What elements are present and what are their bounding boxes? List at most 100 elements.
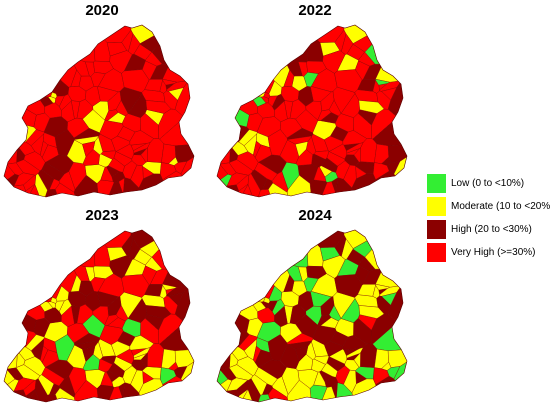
district-cell: [295, 346, 309, 362]
district-cell: [90, 72, 106, 87]
district-cell: [381, 292, 397, 306]
district-cell: [346, 248, 365, 266]
district-cell: [4, 61, 45, 116]
district-cell: [217, 249, 266, 303]
district-cell: [174, 143, 194, 163]
district-cell: [111, 340, 130, 357]
district-cell: [140, 147, 148, 163]
district-cell: [320, 317, 339, 329]
district-cell: [217, 230, 275, 299]
district-cell: [375, 48, 407, 83]
district-cell: [61, 100, 75, 123]
district-cell: [22, 25, 96, 63]
map-panel-2023: 2023: [2, 205, 202, 405]
district-cell: [324, 135, 343, 152]
country-outline: [3, 24, 195, 198]
panel-title: 2024: [298, 207, 332, 224]
district-cell: [324, 340, 343, 357]
district-cell: [364, 25, 407, 65]
district-cell: [107, 112, 126, 124]
district-cell: [274, 305, 288, 328]
district-cell: [353, 352, 361, 368]
district-cell: [375, 79, 391, 86]
district-cell: [263, 92, 271, 99]
country-outline: [216, 229, 408, 403]
legend-label: Low (0 to <10%): [451, 178, 525, 189]
map-legend: Low (0 to <10%) Moderate (10 to <20%) Hi…: [427, 172, 550, 264]
district-cell: [364, 230, 407, 270]
district-cell: [100, 166, 114, 182]
district-cell: [235, 230, 309, 268]
district-cell: [111, 135, 130, 152]
country-outline: [3, 229, 195, 403]
district-cell: [54, 334, 75, 361]
district-cell: [108, 362, 125, 378]
district-cell: [233, 230, 290, 293]
district-cell: [108, 157, 125, 173]
district-cell: [381, 87, 397, 101]
district-cell: [161, 143, 176, 164]
district-cell: [162, 48, 194, 83]
district-cell: [100, 371, 114, 387]
country-outline: [216, 24, 408, 198]
district-cell: [162, 253, 194, 288]
district-cell: [321, 362, 338, 378]
district-cell: [253, 140, 262, 158]
district-cell: [133, 43, 152, 61]
district-cell: [217, 266, 258, 321]
district-cell: [130, 164, 144, 189]
district-cell: [374, 348, 389, 369]
district-layer: [4, 25, 194, 197]
district-cell: [174, 348, 194, 368]
district-cell: [386, 161, 401, 175]
legend-swatch-moderate: [427, 197, 446, 216]
district-cell: [40, 140, 49, 158]
district-cell: [253, 345, 262, 363]
district-cell: [321, 157, 338, 173]
district-cell: [267, 334, 288, 361]
legend-item-moderate: Moderate (10 to <20%): [427, 195, 550, 218]
district-cell: [44, 102, 62, 119]
choropleth-map: [216, 229, 408, 403]
district-cell: [54, 129, 75, 156]
district-cell: [267, 129, 288, 156]
district-cell: [355, 265, 370, 286]
legend-item-high: High (20 to <30%): [427, 218, 545, 241]
district-cell: [4, 25, 62, 94]
district-cell: [4, 249, 53, 303]
legend-label: High (20 to <30%): [451, 224, 532, 235]
district-cell: [313, 166, 327, 182]
district-cell: [374, 143, 389, 164]
panel-title: 2023: [85, 207, 119, 224]
district-cell: [67, 322, 90, 344]
district-cell: [313, 371, 327, 387]
district-cell: [303, 72, 319, 87]
map-panel-2024: 2024: [215, 205, 415, 405]
district-cell: [70, 69, 82, 87]
district-cell: [387, 143, 407, 163]
panel-title: 2020: [85, 2, 119, 19]
district-cell: [4, 230, 62, 299]
choropleth-map: [3, 24, 195, 198]
district-cell: [320, 112, 339, 124]
district-cell: [20, 25, 77, 88]
district-cell: [44, 307, 62, 324]
legend-item-very-high: Very High (>=30%): [427, 241, 545, 264]
district-cell: [375, 253, 407, 288]
district-cell: [375, 284, 391, 291]
district-cell: [107, 317, 126, 329]
district-cell: [61, 305, 75, 328]
district-cell: [274, 100, 288, 123]
district-cell: [217, 25, 275, 94]
district-cell: [151, 230, 194, 270]
district-cell: [353, 147, 361, 163]
district-cell: [50, 92, 58, 99]
district-cell: [217, 44, 266, 98]
district-cell: [217, 61, 258, 116]
choropleth-map: [3, 229, 195, 403]
district-cell: [233, 25, 290, 88]
district-cell: [355, 60, 370, 81]
district-layer: [4, 230, 194, 402]
district-cell: [70, 274, 82, 292]
district-cell: [346, 43, 365, 61]
